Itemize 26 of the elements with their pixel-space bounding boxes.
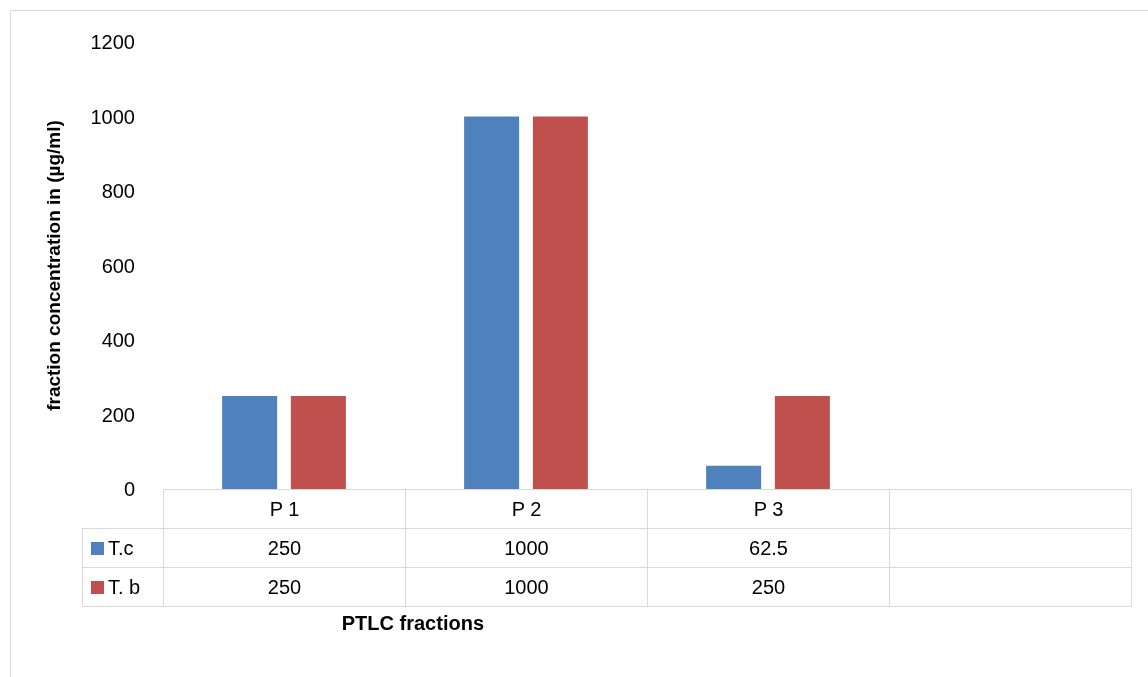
x-tick-label: P 1 (269, 497, 300, 521)
bar (774, 395, 830, 489)
data-label: 250 (751, 575, 786, 599)
y-tick-label: 600 (101, 254, 135, 277)
bar (290, 395, 346, 489)
y-tick-label: 400 (101, 329, 135, 351)
data-label: 62.5 (749, 536, 788, 560)
data-label: 250 (267, 536, 302, 560)
y-axis-title: fraction concentration in (µg/ml) (43, 120, 64, 411)
data-label: 1000 (504, 536, 549, 560)
y-tick-label: 1000 (90, 105, 135, 128)
y-tick-label: 0 (123, 478, 135, 500)
y-tick-label: 200 (101, 403, 135, 426)
legend-label: T.c (108, 536, 134, 559)
bar (464, 116, 520, 489)
bar (706, 465, 762, 489)
y-tick-label: 800 (101, 180, 135, 202)
bar (222, 395, 278, 489)
legend-label: T. b (108, 575, 141, 598)
x-tick-label: P 3 (753, 497, 784, 521)
x-tick-label: P 2 (511, 497, 542, 521)
data-label: 1000 (504, 575, 549, 599)
x-axis-title: PTLC fractions (340, 612, 485, 635)
bar (532, 116, 588, 489)
y-tick-label: 1200 (90, 31, 135, 53)
data-label: 250 (267, 575, 302, 599)
